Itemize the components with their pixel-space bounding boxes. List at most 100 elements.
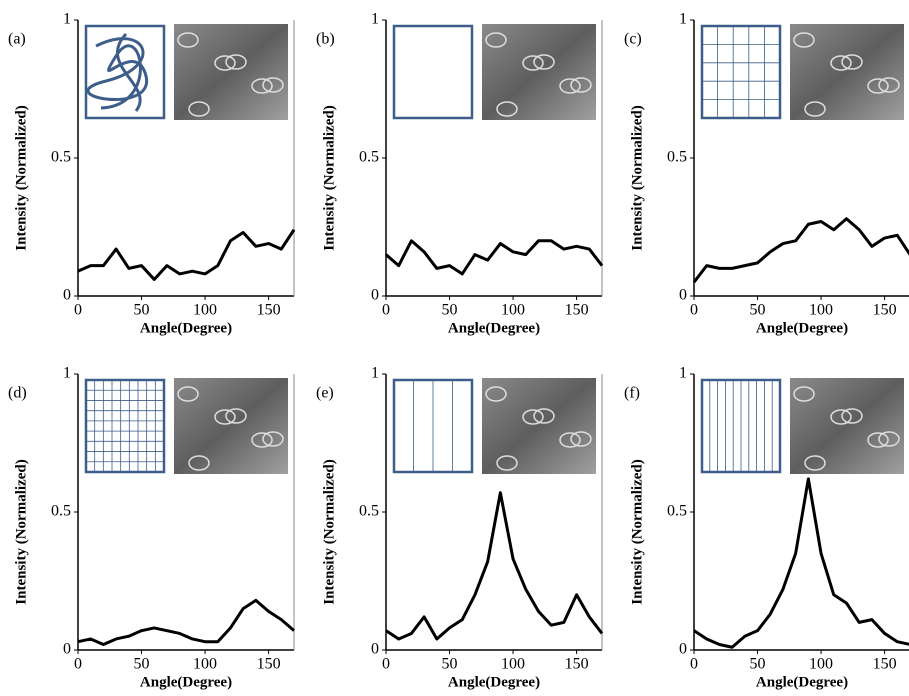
y-tick-label: 0.5 (359, 503, 379, 520)
y-axis-label: Intensity (Normalized) (321, 105, 337, 250)
x-tick-label: 100 (501, 302, 525, 319)
inset-cell (841, 408, 863, 424)
y-tick-label: 0.5 (51, 149, 71, 166)
x-tick-label: 150 (565, 302, 589, 319)
x-tick-label: 0 (690, 302, 698, 319)
x-tick-label: 150 (873, 656, 897, 673)
x-tick-label: 50 (442, 656, 458, 673)
inset-cell (496, 455, 518, 471)
y-axis-label: Intensity (Normalized) (629, 105, 645, 250)
x-tick-label: 150 (257, 656, 281, 673)
y-tick-label: 0.5 (667, 503, 687, 520)
inset-cell (570, 431, 592, 447)
y-tick-label: 0 (63, 641, 71, 658)
inset-cell (793, 32, 815, 48)
y-tick-label: 0.5 (359, 149, 379, 166)
x-tick-label: 100 (193, 656, 217, 673)
inset-cell (225, 408, 247, 424)
inset-cell (522, 55, 544, 71)
x-tick-label: 50 (442, 302, 458, 319)
panel-label: (d) (8, 385, 27, 402)
panel-label: (e) (316, 385, 334, 402)
inset-cell (177, 32, 199, 48)
inset-cell (262, 77, 284, 93)
x-tick-label: 100 (809, 302, 833, 319)
y-tick-label: 0 (371, 287, 379, 304)
y-tick-label: 0 (371, 641, 379, 658)
x-axis-label: Angle(Degree) (448, 674, 540, 690)
panel-label: (a) (8, 31, 26, 48)
inset-cell (214, 409, 236, 425)
panel-label: (c) (624, 31, 642, 48)
inset-schematic (392, 24, 474, 120)
y-axis-label: Intensity (Normalized) (321, 459, 337, 604)
inset-cell (214, 55, 236, 71)
panel-label: (f) (624, 385, 640, 402)
y-axis-label: Intensity (Normalized) (13, 459, 29, 604)
x-tick-label: 0 (382, 302, 390, 319)
inset-cell (570, 77, 592, 93)
inset-cell (262, 431, 284, 447)
inset-schematic (700, 24, 782, 120)
inset-cell (559, 78, 581, 94)
y-tick-label: 1 (371, 365, 379, 382)
data-line (77, 228, 296, 281)
inset-schematic (84, 378, 166, 474)
x-tick-label: 50 (134, 656, 150, 673)
inset-scribble (86, 32, 148, 112)
x-axis-label: Angle(Degree) (140, 320, 232, 336)
y-axis-label: Intensity (Normalized) (13, 105, 29, 250)
x-tick-label: 50 (750, 656, 766, 673)
x-tick-label: 50 (134, 302, 150, 319)
x-tick-label: 150 (257, 302, 281, 319)
y-tick-label: 1 (679, 365, 687, 382)
x-axis-label: Angle(Degree) (448, 320, 540, 336)
x-tick-label: 0 (690, 656, 698, 673)
x-axis-label: Angle(Degree) (140, 674, 232, 690)
inset-cell (804, 455, 826, 471)
y-tick-label: 1 (371, 11, 379, 28)
inset-cell (188, 101, 210, 117)
data-line (385, 239, 604, 276)
inset-cell (830, 409, 852, 425)
inset-cell (867, 432, 889, 448)
y-tick-label: 0 (679, 287, 687, 304)
x-tick-label: 150 (873, 302, 897, 319)
data-line (693, 477, 909, 649)
inset-cell (559, 432, 581, 448)
x-tick-label: 0 (74, 302, 82, 319)
y-tick-label: 1 (63, 11, 71, 28)
y-tick-label: 1 (679, 11, 687, 28)
inset-cell (251, 78, 273, 94)
inset-cell (177, 386, 199, 402)
x-tick-label: 150 (565, 656, 589, 673)
inset-cell (188, 455, 210, 471)
inset-cell (533, 54, 555, 70)
x-tick-label: 100 (193, 302, 217, 319)
inset-cell (485, 32, 507, 48)
panel-label: (b) (316, 31, 335, 48)
x-tick-label: 0 (382, 656, 390, 673)
inset-cell (841, 54, 863, 70)
y-tick-label: 0.5 (667, 149, 687, 166)
inset-cell (830, 55, 852, 71)
inset-cell (878, 431, 900, 447)
y-tick-label: 0.5 (51, 503, 71, 520)
y-tick-label: 1 (63, 365, 71, 382)
inset-cell (496, 101, 518, 117)
inset-cell (225, 54, 247, 70)
inset-cell (867, 78, 889, 94)
inset-cell (522, 409, 544, 425)
data-line (692, 217, 909, 284)
x-tick-label: 0 (74, 656, 82, 673)
x-tick-label: 100 (501, 656, 525, 673)
inset-cell (804, 101, 826, 117)
x-axis-label: Angle(Degree) (756, 674, 848, 690)
inset-cell (485, 386, 507, 402)
inset-cell (878, 77, 900, 93)
inset-cell (793, 386, 815, 402)
inset-cell (251, 432, 273, 448)
x-tick-label: 100 (809, 656, 833, 673)
y-axis-label: Intensity (Normalized) (629, 459, 645, 604)
